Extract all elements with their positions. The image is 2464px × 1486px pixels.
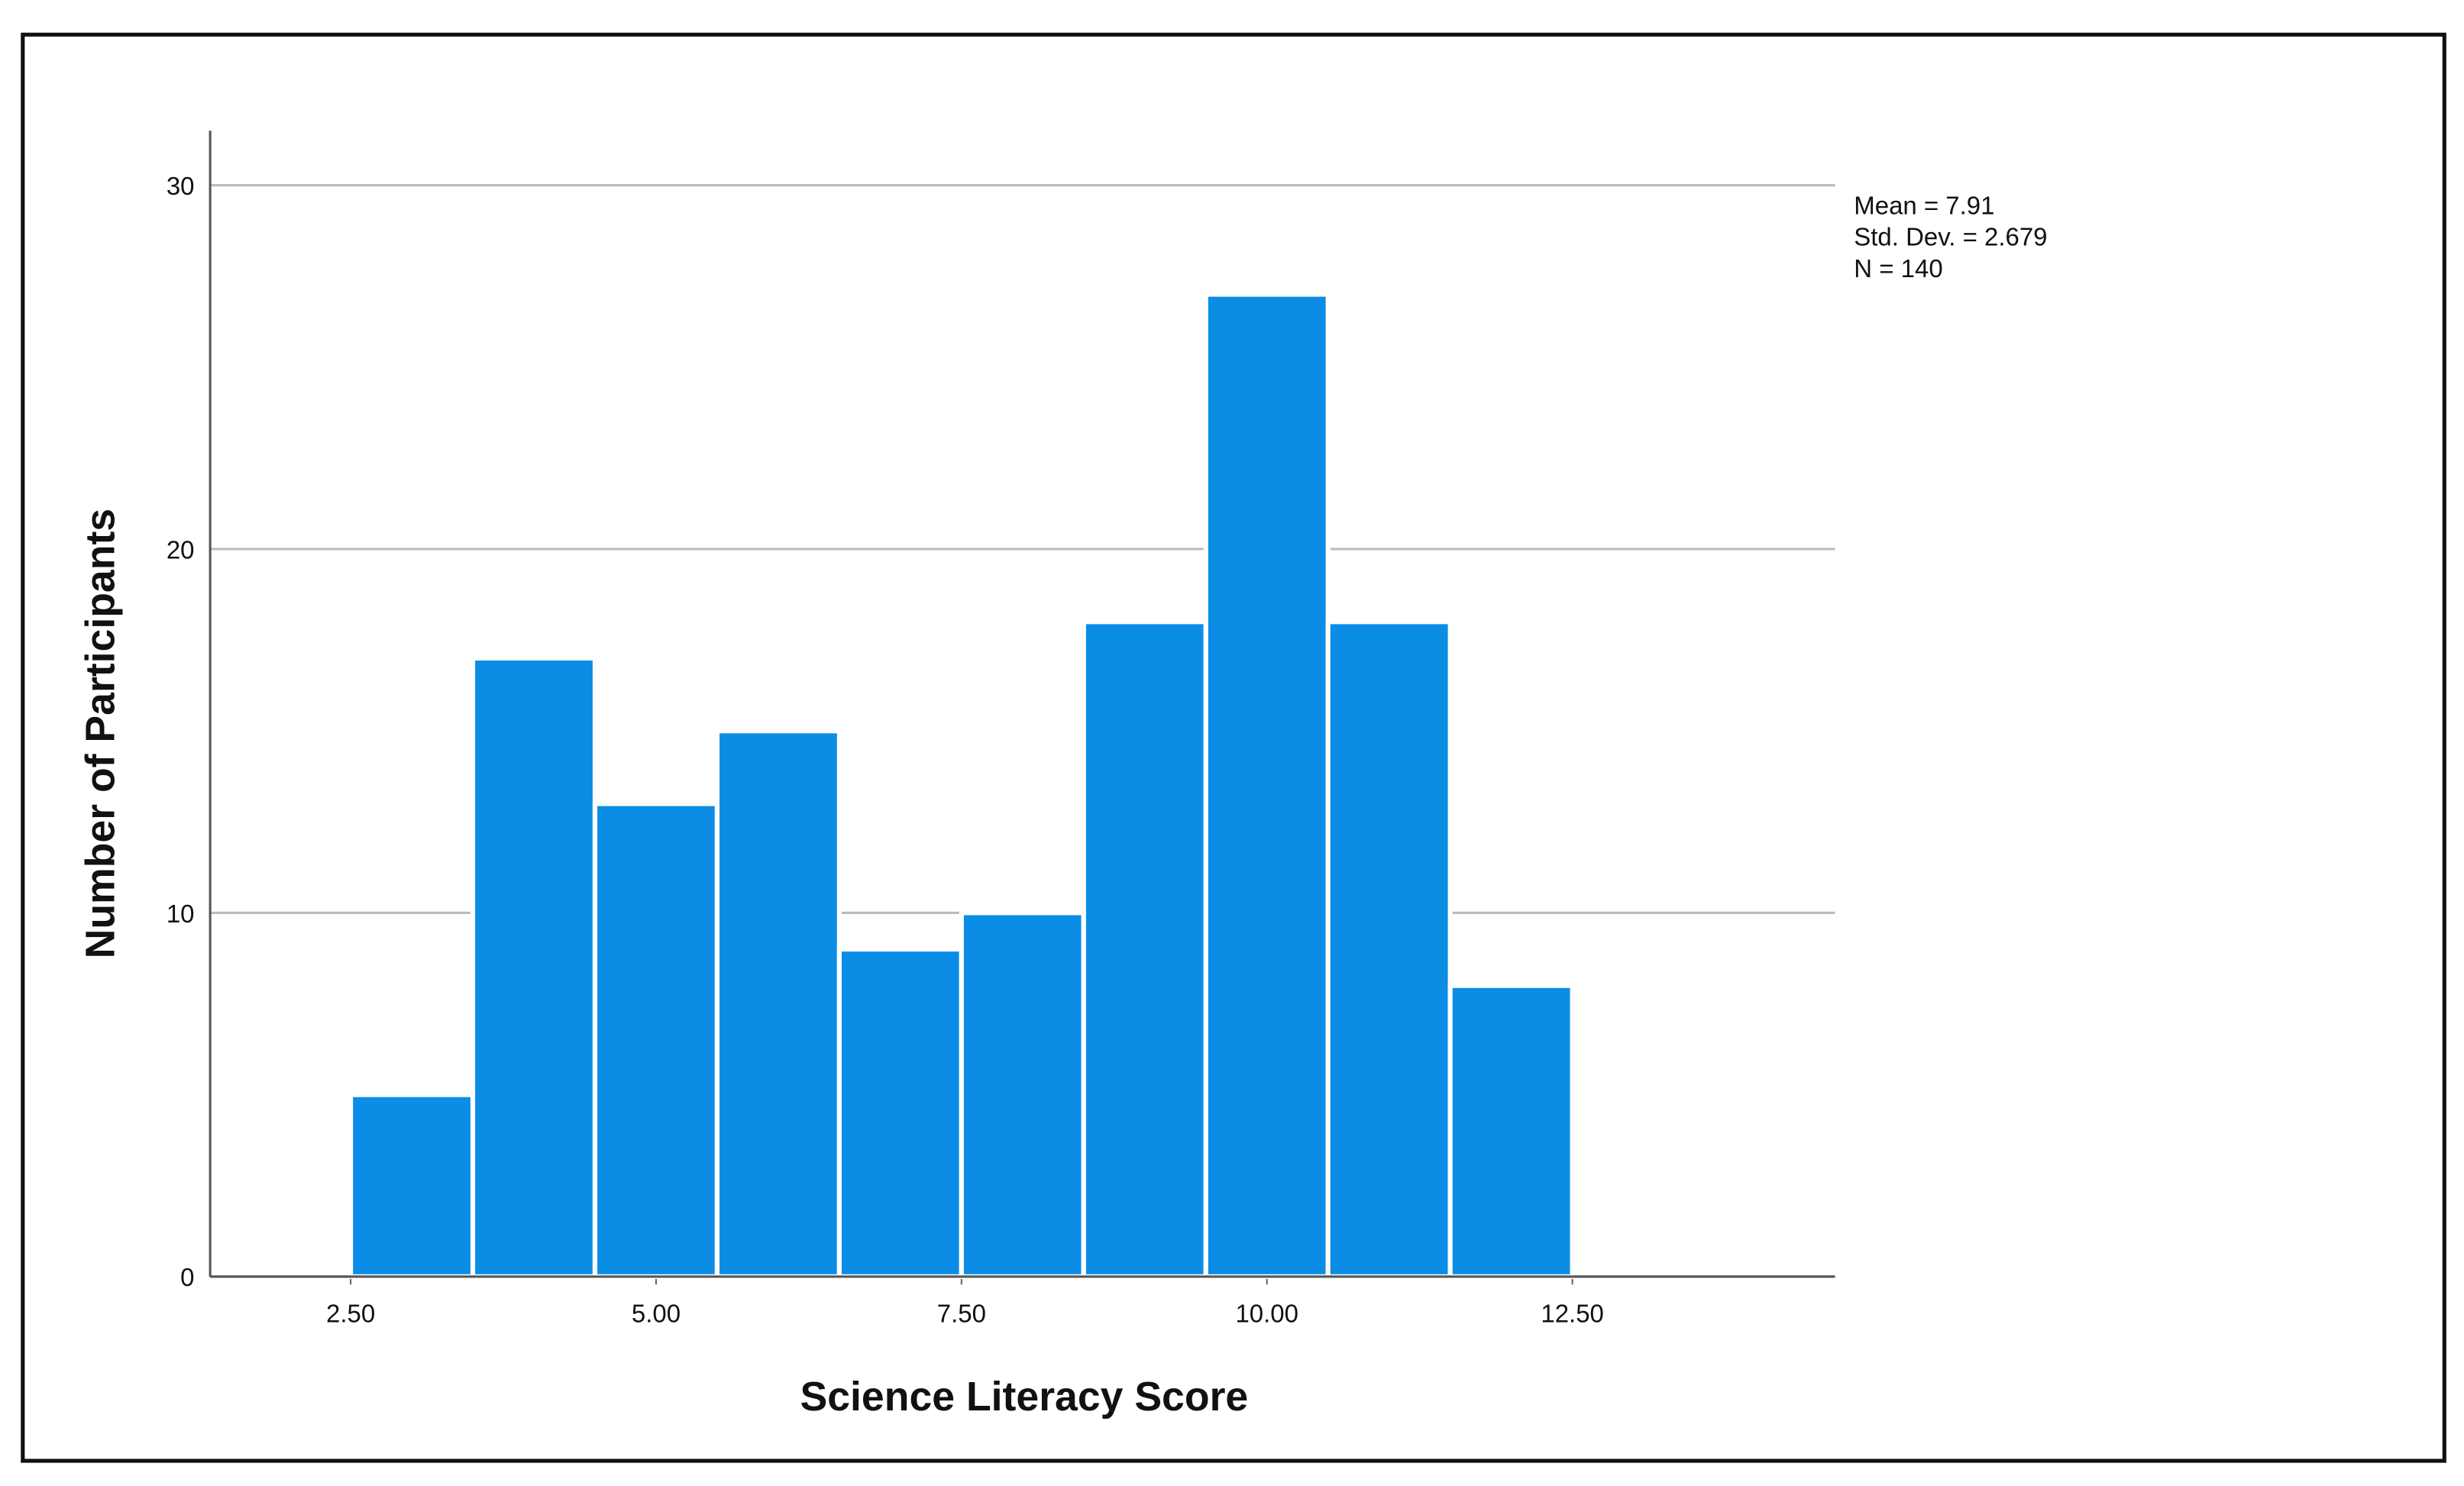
bar [1081, 619, 1208, 1279]
x-tick-label: 2.50 [326, 1300, 375, 1328]
x-tick-label: 7.50 [937, 1300, 986, 1328]
annotation: Mean = 7.91 [1854, 191, 1994, 219]
x-tick-label: 12.50 [1541, 1300, 1604, 1328]
bar [1203, 292, 1331, 1279]
y-tick-label: 30 [167, 172, 195, 200]
bar [836, 946, 964, 1279]
y-tick-label: 20 [167, 535, 195, 564]
x-tick-label: 10.00 [1235, 1300, 1298, 1328]
bar [1325, 619, 1453, 1279]
y-axis-label: Number of Participants [77, 509, 123, 958]
y-tick-label: 0 [180, 1263, 194, 1291]
y-tick-label: 10 [167, 900, 195, 928]
bar [470, 655, 598, 1279]
x-tick-label: 5.00 [632, 1300, 681, 1328]
annotation: N = 140 [1854, 254, 1942, 283]
bar [1447, 983, 1575, 1279]
x-axis-label: Science Literacy Score [800, 1374, 1249, 1420]
annotation: Std. Dev. = 2.679 [1854, 223, 2047, 251]
bar [592, 801, 720, 1279]
bar [714, 728, 842, 1279]
bar [959, 910, 1086, 1279]
bar [348, 1092, 476, 1279]
